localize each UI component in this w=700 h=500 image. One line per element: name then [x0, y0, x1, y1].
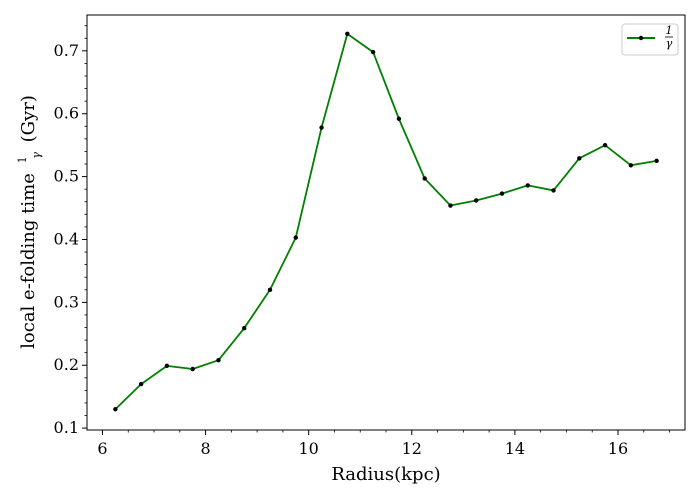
x-tick-label: 14 — [505, 439, 525, 458]
x-tick-label: 10 — [298, 439, 318, 458]
y-axis-title-prefix: local e-folding time — [18, 173, 39, 349]
y-axis-title-frac-num: 1 — [16, 156, 29, 163]
y-tick-label: 0.5 — [54, 167, 79, 186]
legend: 1 γ — [621, 23, 679, 56]
data-point — [345, 31, 350, 37]
data-point — [525, 183, 530, 188]
data-point — [216, 358, 221, 363]
data-point — [293, 235, 298, 240]
x-axis-title: Radius(kpc) — [331, 464, 440, 485]
data-point — [267, 287, 273, 292]
series-line — [114, 32, 657, 410]
data-point — [654, 158, 659, 164]
y-axis-title: local e-folding time 1 γ (Gyr) — [10, 95, 45, 349]
data-point — [448, 203, 453, 208]
x-tick-label: 16 — [608, 439, 628, 458]
legend-label-den: γ — [666, 37, 673, 50]
data-point — [190, 366, 195, 372]
y-tick-label: 0.1 — [54, 418, 79, 437]
data-point — [396, 116, 402, 121]
data-point — [319, 125, 324, 130]
x-tick-label: 12 — [402, 439, 422, 458]
data-point — [242, 325, 247, 331]
data-point — [370, 49, 376, 55]
x-axis: 6 8 10 12 14 16 — [97, 430, 670, 458]
data-point — [474, 198, 479, 203]
data-point — [499, 191, 505, 196]
data-point — [422, 176, 427, 181]
svg-text:local e-folding time 1: local e-folding time 1 γ (Gyr) — [10, 95, 45, 349]
legend-label-num: 1 — [666, 24, 673, 37]
y-tick-label: 0.3 — [54, 292, 79, 311]
data-point — [577, 156, 582, 161]
x-tick-label: 8 — [200, 439, 210, 458]
data-point — [138, 381, 144, 387]
data-point — [628, 163, 634, 168]
y-tick-label: 0.7 — [54, 41, 79, 60]
y-tick-label: 0.4 — [54, 229, 79, 248]
data-point — [164, 363, 170, 369]
series-layer — [113, 31, 659, 412]
legend-box — [621, 23, 679, 56]
y-axis: 0.1 0.2 0.3 0.4 0.5 0.6 0.7 — [54, 25, 87, 437]
data-point — [113, 407, 118, 412]
y-axis-title-suffix: (Gyr) — [18, 95, 39, 142]
legend-marker — [638, 35, 644, 41]
y-tick-label: 0.2 — [54, 355, 79, 374]
x-tick-label: 6 — [97, 439, 107, 458]
data-point — [551, 188, 556, 193]
data-point — [602, 142, 608, 148]
y-tick-label: 0.6 — [54, 104, 79, 123]
y-axis-title-frac-den: γ — [30, 152, 43, 159]
